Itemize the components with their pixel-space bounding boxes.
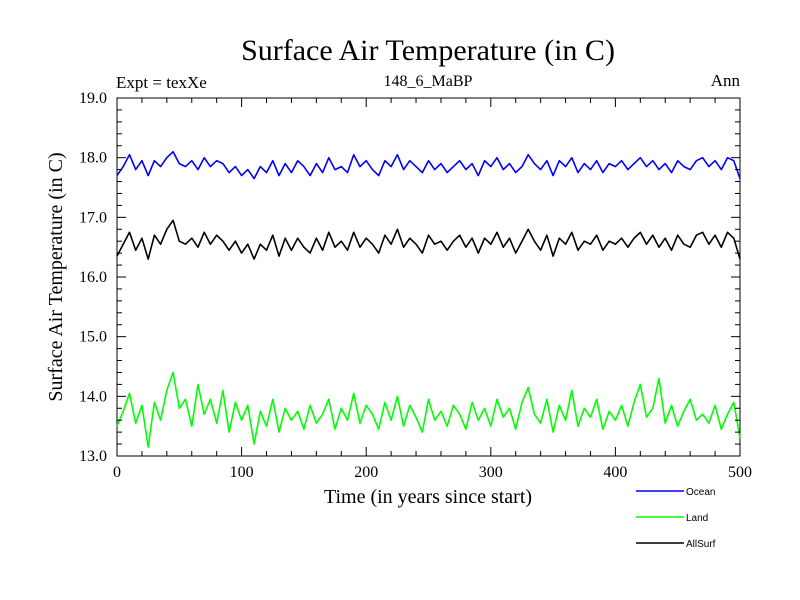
- legend-label-ocean: Ocean: [686, 487, 715, 498]
- axis-layer: 0 100 200 300 400 500 13.0 14.0 15.0 16.0 17.0 18.0…: [79, 90, 752, 481]
- y-tick-label: 17.0: [79, 209, 107, 226]
- y-axis-label: Surface Air Temperature (in C): [45, 152, 67, 401]
- series-line-land: [116, 371, 741, 448]
- y-tick-label: 18.0: [79, 150, 107, 167]
- x-axis-label: Time (in years since start): [324, 486, 532, 508]
- series-layer: [116, 150, 741, 448]
- chart-title: Surface Air Temperature (in C): [241, 34, 615, 67]
- y-tick-label: 19.0: [79, 90, 107, 107]
- y-tick-label: 15.0: [79, 329, 107, 346]
- x-tick-label: 300: [479, 464, 503, 481]
- x-tick-label: 200: [354, 464, 378, 481]
- subtitle: 148_6_MaBP: [384, 73, 473, 90]
- experiment-label: Expt = texXe: [116, 73, 207, 92]
- legend-label-land: Land: [686, 513, 708, 524]
- series-line-ocean: [116, 150, 741, 180]
- y-tick-label: 13.0: [79, 448, 107, 465]
- x-tick-label: 500: [728, 464, 752, 481]
- y-tick-label: 14.0: [79, 388, 107, 405]
- legend-label-allsurf: AllSurf: [686, 539, 716, 550]
- x-tick-label: 0: [113, 464, 121, 481]
- series-line-allsurf: [116, 219, 741, 260]
- period-label: Ann: [711, 71, 741, 90]
- y-tick-label: 16.0: [79, 269, 107, 286]
- x-tick-label: 400: [603, 464, 627, 481]
- x-tick-label: 100: [230, 464, 254, 481]
- legend: Ocean Land AllSurf: [636, 487, 716, 550]
